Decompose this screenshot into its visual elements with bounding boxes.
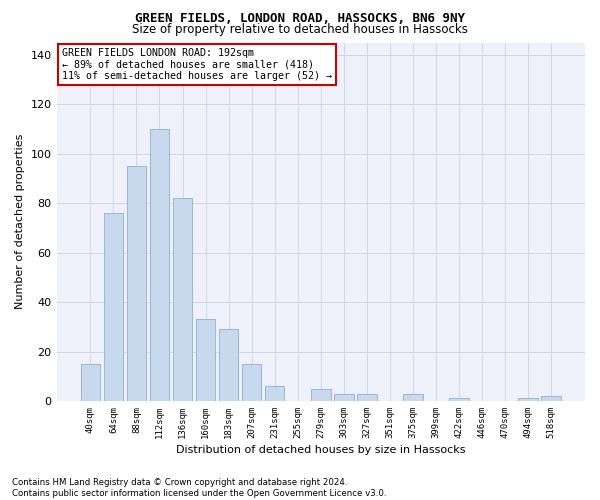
Bar [104, 213, 123, 401]
Bar [219, 330, 238, 401]
Bar [311, 388, 331, 401]
Y-axis label: Number of detached properties: Number of detached properties [15, 134, 25, 310]
Bar [173, 198, 193, 401]
Text: Size of property relative to detached houses in Hassocks: Size of property relative to detached ho… [132, 22, 468, 36]
Text: Contains HM Land Registry data © Crown copyright and database right 2024.
Contai: Contains HM Land Registry data © Crown c… [12, 478, 386, 498]
Bar [403, 394, 423, 401]
Text: GREEN FIELDS, LONDON ROAD, HASSOCKS, BN6 9NY: GREEN FIELDS, LONDON ROAD, HASSOCKS, BN6… [135, 12, 465, 26]
Text: GREEN FIELDS LONDON ROAD: 192sqm
← 89% of detached houses are smaller (418)
11% : GREEN FIELDS LONDON ROAD: 192sqm ← 89% o… [62, 48, 332, 81]
Bar [149, 129, 169, 401]
Bar [265, 386, 284, 401]
Bar [334, 394, 353, 401]
Bar [518, 398, 538, 401]
Bar [541, 396, 561, 401]
Bar [242, 364, 262, 401]
X-axis label: Distribution of detached houses by size in Hassocks: Distribution of detached houses by size … [176, 445, 466, 455]
Bar [449, 398, 469, 401]
Bar [127, 166, 146, 401]
Bar [80, 364, 100, 401]
Bar [357, 394, 377, 401]
Bar [196, 320, 215, 401]
